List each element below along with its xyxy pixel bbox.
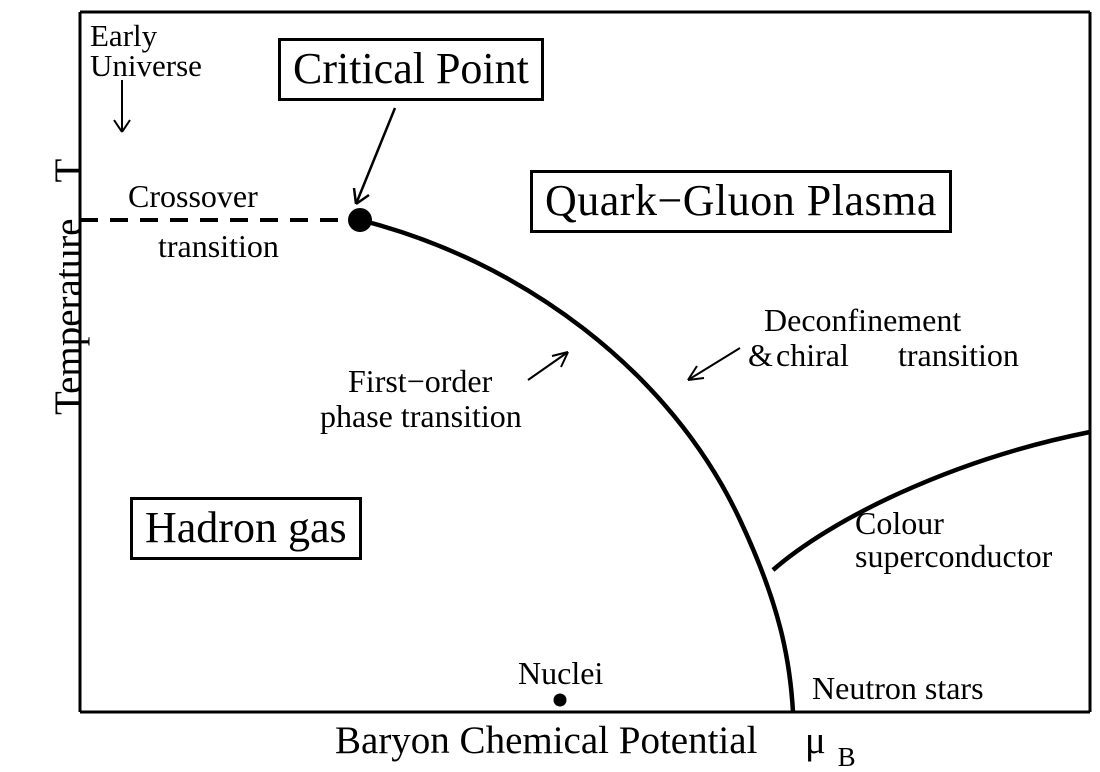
- y-axis-label-symbol: T: [47, 159, 90, 183]
- first-order-arrow: [528, 352, 568, 380]
- colour-sc-label-2: superconductor: [855, 538, 1052, 575]
- x-axis-label-mu: μ: [805, 719, 826, 762]
- phase-diagram-svg: [0, 0, 1100, 769]
- neutron-stars-label: Neutron stars: [812, 670, 984, 707]
- early-universe-arrow: [114, 80, 130, 132]
- crossover-label-2: transition: [158, 228, 279, 265]
- x-axis-label-sub: B: [838, 742, 856, 772]
- quark-gluon-plasma-box: Quark−Gluon Plasma: [530, 170, 952, 233]
- x-axis-label-text: Baryon Chemical Potential: [335, 719, 757, 762]
- deconfinement-label-1: Deconfinement: [764, 302, 961, 339]
- critical-point-dot: [348, 208, 372, 232]
- critical-point-arrow: [354, 108, 395, 204]
- first-order-curve: [360, 220, 793, 712]
- deconfinement-transition: transition: [898, 337, 1019, 374]
- y-axis-label-text: Temperature: [47, 219, 90, 416]
- deconfinement-amp: &: [748, 337, 773, 374]
- crossover-label-1: Crossover: [128, 178, 258, 215]
- x-axis-label: Baryon Chemical Potential μ B: [335, 718, 854, 769]
- nuclei-dot: [554, 694, 567, 707]
- critical-point-box: Critical Point: [278, 38, 544, 101]
- nuclei-label: Nuclei: [518, 655, 603, 692]
- early-universe-label-2: Universe: [90, 48, 202, 84]
- hadron-gas-box: Hadron gas: [130, 497, 362, 560]
- y-axis-label: Temperature T: [46, 159, 91, 415]
- deconfinement-arrow: [688, 348, 740, 380]
- first-order-label-1: First−order: [348, 363, 492, 400]
- colour-sc-label-1: Colour: [855, 505, 944, 542]
- first-order-label-2: phase transition: [320, 398, 522, 435]
- deconfinement-chiral: chiral: [776, 337, 849, 374]
